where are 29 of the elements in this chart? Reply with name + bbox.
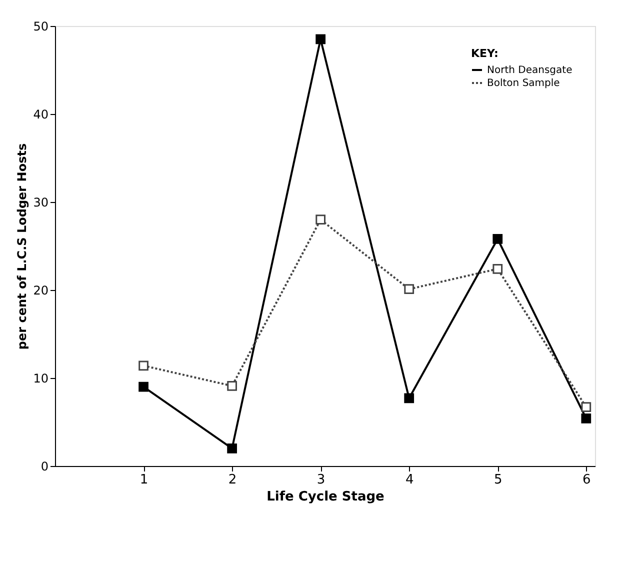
x-tick-label: 6 xyxy=(582,472,591,488)
x-tick-label: 5 xyxy=(494,472,502,488)
point xyxy=(316,34,326,44)
legend-label: Bolton Sample xyxy=(487,78,560,89)
point xyxy=(404,284,414,294)
x-tick-label: 2 xyxy=(228,472,237,488)
point xyxy=(404,393,414,404)
x-axis-title: Life Cycle Stage xyxy=(266,490,385,504)
y-axis-title: per cent of L.C.S Lodger Hosts xyxy=(15,143,30,350)
legend-title: KEY: xyxy=(471,47,498,60)
y-tick-label: 20 xyxy=(33,284,48,298)
point xyxy=(138,360,148,371)
x-tick-label: 4 xyxy=(405,472,414,488)
point xyxy=(581,414,592,424)
x-tick-label: 1 xyxy=(140,472,148,488)
y-tick-label: 0 xyxy=(40,460,48,474)
y-tick-label: 30 xyxy=(33,196,48,210)
y-tick-label: 50 xyxy=(33,20,48,34)
point xyxy=(581,402,592,412)
point xyxy=(227,443,237,454)
legend-label: North Deansgate xyxy=(487,65,572,76)
point xyxy=(316,214,326,225)
point xyxy=(227,380,237,391)
point xyxy=(138,382,148,392)
point xyxy=(492,264,503,274)
point xyxy=(492,234,503,244)
x-tick-label: 3 xyxy=(316,472,326,488)
y-tick-label: 40 xyxy=(33,108,48,122)
y-tick-label: 10 xyxy=(33,372,48,386)
